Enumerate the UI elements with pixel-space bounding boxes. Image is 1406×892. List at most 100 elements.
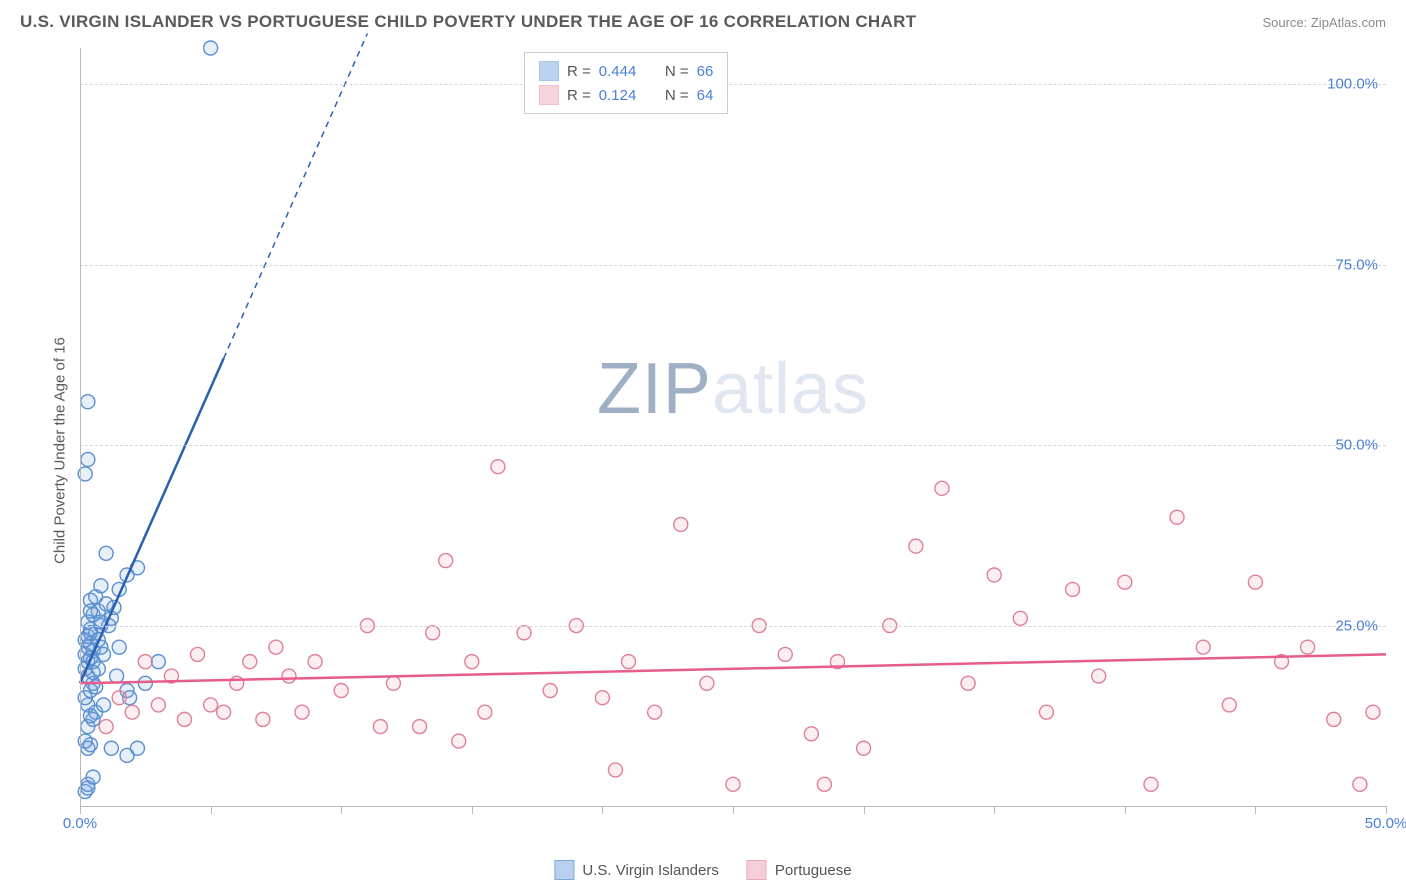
bottom-legend: U.S. Virgin Islanders Portuguese — [554, 860, 851, 880]
legend-label-usvi: U.S. Virgin Islanders — [582, 862, 718, 879]
stats-swatch — [539, 85, 559, 105]
data-point — [151, 655, 165, 669]
data-point — [1353, 777, 1367, 791]
data-point — [674, 517, 688, 531]
gridline — [80, 626, 1386, 627]
legend-item-usvi: U.S. Virgin Islanders — [554, 860, 718, 880]
data-point — [648, 705, 662, 719]
data-point — [778, 647, 792, 661]
data-point — [386, 676, 400, 690]
data-point — [204, 41, 218, 55]
data-point — [99, 720, 113, 734]
chart-title: U.S. VIRGIN ISLANDER VS PORTUGUESE CHILD… — [20, 12, 916, 32]
data-point — [987, 568, 1001, 582]
data-point — [138, 655, 152, 669]
n-label: N = — [665, 87, 689, 104]
n-value: 66 — [697, 63, 714, 80]
data-point — [1013, 611, 1027, 625]
data-point — [1170, 510, 1184, 524]
data-point — [1092, 669, 1106, 683]
x-tick-mark — [733, 806, 734, 814]
data-point — [97, 647, 111, 661]
header: U.S. VIRGIN ISLANDER VS PORTUGUESE CHILD… — [0, 0, 1406, 32]
n-label: N = — [665, 63, 689, 80]
data-point — [1301, 640, 1315, 654]
y-axis-line — [80, 48, 81, 806]
x-tick-mark — [1386, 806, 1387, 814]
data-point — [83, 604, 97, 618]
x-tick-mark — [1125, 806, 1126, 814]
chart-area: Child Poverty Under the Age of 16 ZIPatl… — [50, 48, 1386, 836]
data-point — [817, 777, 831, 791]
data-point — [909, 539, 923, 553]
data-point — [1118, 575, 1132, 589]
data-point — [125, 705, 139, 719]
legend-swatch-usvi — [554, 860, 574, 880]
data-point — [120, 748, 134, 762]
data-point — [1366, 705, 1380, 719]
y-tick-label: 50.0% — [1335, 437, 1378, 454]
data-point — [177, 712, 191, 726]
trend-line — [80, 358, 224, 683]
x-tick-mark — [341, 806, 342, 814]
data-point — [308, 655, 322, 669]
data-point — [256, 712, 270, 726]
data-point — [204, 698, 218, 712]
data-point — [230, 676, 244, 690]
data-point — [373, 720, 387, 734]
data-point — [622, 655, 636, 669]
data-point — [112, 691, 126, 705]
plot-region: ZIPatlas 25.0%50.0%75.0%100.0%0.0%50.0%R… — [80, 48, 1386, 806]
y-axis-label: Child Poverty Under the Age of 16 — [52, 337, 69, 564]
x-tick-label: 0.0% — [63, 815, 97, 832]
data-point — [857, 741, 871, 755]
data-point — [217, 705, 231, 719]
r-label: R = — [567, 87, 591, 104]
y-tick-label: 25.0% — [1335, 617, 1378, 634]
gridline — [80, 84, 1386, 85]
data-point — [426, 626, 440, 640]
stats-legend-row: R = 0.124 N = 64 — [539, 83, 713, 107]
data-point — [608, 763, 622, 777]
data-point — [269, 640, 283, 654]
data-point — [1327, 712, 1341, 726]
stats-legend: R = 0.444 N = 66 R = 0.124 N = 64 — [524, 52, 728, 114]
data-point — [110, 669, 124, 683]
data-point — [83, 709, 97, 723]
data-point — [81, 395, 95, 409]
gridline — [80, 445, 1386, 446]
gridline — [80, 265, 1386, 266]
data-point — [478, 705, 492, 719]
trend-line-extension — [224, 34, 368, 359]
stats-swatch — [539, 61, 559, 81]
n-value: 64 — [697, 87, 714, 104]
data-point — [595, 691, 609, 705]
trend-line — [80, 654, 1386, 683]
x-tick-mark — [994, 806, 995, 814]
data-point — [104, 741, 118, 755]
data-point — [804, 727, 818, 741]
plot-svg — [80, 48, 1386, 806]
data-point — [961, 676, 975, 690]
x-tick-mark — [864, 806, 865, 814]
chart-container: U.S. VIRGIN ISLANDER VS PORTUGUESE CHILD… — [0, 0, 1406, 892]
data-point — [491, 460, 505, 474]
data-point — [243, 655, 257, 669]
x-tick-label: 50.0% — [1365, 815, 1406, 832]
source-label: Source: ZipAtlas.com — [1262, 15, 1386, 30]
data-point — [1248, 575, 1262, 589]
x-tick-mark — [472, 806, 473, 814]
r-value: 0.444 — [599, 63, 637, 80]
y-tick-label: 75.0% — [1335, 256, 1378, 273]
data-point — [94, 579, 108, 593]
data-point — [97, 698, 111, 712]
data-point — [86, 770, 100, 784]
data-point — [726, 777, 740, 791]
r-value: 0.124 — [599, 87, 637, 104]
y-tick-label: 100.0% — [1327, 76, 1378, 93]
data-point — [543, 683, 557, 697]
data-point — [1144, 777, 1158, 791]
data-point — [700, 676, 714, 690]
data-point — [99, 546, 113, 560]
legend-swatch-portuguese — [747, 860, 767, 880]
